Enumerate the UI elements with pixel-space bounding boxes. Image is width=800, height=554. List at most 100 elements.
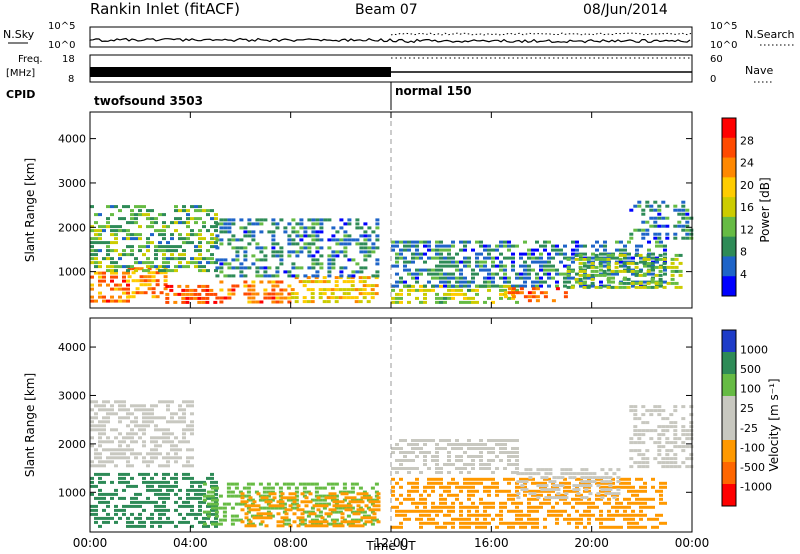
echo-cell <box>126 464 130 468</box>
echo-cell <box>250 502 255 506</box>
echo-cell <box>598 273 603 277</box>
echo-cell <box>262 498 267 502</box>
echo-cell <box>467 497 471 501</box>
echo-cell <box>524 480 529 484</box>
echo-cell <box>142 456 146 460</box>
echo-cell <box>94 464 98 468</box>
echo-cell <box>280 516 285 520</box>
echo-cell <box>615 240 619 244</box>
echo-cell <box>419 451 423 454</box>
echo-cell <box>182 472 186 476</box>
echo-cell <box>423 485 427 489</box>
echo-cell <box>657 212 662 216</box>
echo-cell <box>515 467 519 470</box>
echo-cell <box>182 237 186 241</box>
echo-cell <box>543 268 547 272</box>
echo-cell <box>612 492 617 496</box>
echo-cell <box>431 509 435 513</box>
echo-cell <box>209 288 214 292</box>
echo-cell <box>552 496 557 500</box>
echo-cell <box>98 408 102 412</box>
echo-cell <box>138 492 142 496</box>
echo-cell <box>415 248 419 252</box>
echo-cell <box>543 248 547 252</box>
echo-cell <box>634 261 639 265</box>
echo-cell <box>455 260 459 264</box>
echo-cell <box>346 292 351 296</box>
echo-cell <box>539 489 543 493</box>
echo-cell <box>350 296 355 300</box>
echo-cell <box>126 456 130 460</box>
echo-cell <box>571 517 575 521</box>
echo-cell <box>178 261 182 265</box>
echo-cell <box>523 489 527 493</box>
echo-cell <box>459 489 463 493</box>
colorbar-segment <box>722 462 736 485</box>
echo-cell <box>595 481 599 485</box>
echo-cell <box>343 230 348 234</box>
echo-cell <box>122 452 126 456</box>
echo-cell <box>548 488 553 492</box>
echo-cell <box>263 246 268 250</box>
echo-cell <box>599 268 603 272</box>
echo-cell <box>206 514 211 518</box>
echo-cell <box>641 457 646 461</box>
echo-cell <box>475 525 479 529</box>
echo-cell <box>463 451 467 454</box>
echo-cell <box>126 287 130 291</box>
echo-cell <box>627 525 631 529</box>
echo-cell <box>519 485 523 489</box>
echo-cell <box>568 468 573 472</box>
echo-cell <box>202 498 207 502</box>
echo-cell <box>110 412 114 416</box>
echo-cell <box>295 242 300 246</box>
echo-cell <box>535 493 539 497</box>
echo-cell <box>633 461 638 465</box>
echo-cell <box>330 296 335 300</box>
echo-cell <box>166 408 170 412</box>
echo-cell <box>182 412 186 416</box>
echo-cell <box>134 237 138 241</box>
echo-cell <box>298 518 303 522</box>
echo-cell <box>299 246 304 250</box>
echo-cell <box>126 520 130 524</box>
echo-cell <box>110 205 114 209</box>
echo-cell <box>524 472 529 476</box>
echo-cell <box>267 292 272 296</box>
range-tick-label: 4000 <box>58 341 86 354</box>
echo-cell <box>142 424 146 428</box>
echo-cell <box>280 500 285 504</box>
echo-cell <box>335 250 340 254</box>
echo-cell <box>266 514 271 518</box>
echo-cell <box>165 300 170 304</box>
echo-cell <box>194 492 198 496</box>
echo-cell <box>455 447 459 450</box>
echo-cell <box>595 517 599 521</box>
range-tick-label: 3000 <box>58 389 86 402</box>
echo-cell <box>282 482 287 486</box>
echo-cell <box>599 244 603 248</box>
echo-cell <box>639 517 643 521</box>
echo-cell <box>351 274 356 278</box>
echo-cell <box>219 238 224 242</box>
echo-cell <box>459 292 463 296</box>
echo-cell <box>227 262 232 266</box>
echo-cell <box>170 257 174 261</box>
echo-cell <box>395 447 399 450</box>
echo-cell <box>580 472 585 476</box>
echo-cell <box>138 512 142 516</box>
echo-cell <box>673 236 678 240</box>
echo-cell <box>219 218 224 222</box>
echo-cell <box>588 472 593 476</box>
echo-cell <box>346 280 351 284</box>
echo-cell <box>146 500 150 504</box>
echo-cell <box>131 295 136 299</box>
echo-cell <box>214 512 218 516</box>
echo-cell <box>479 244 483 248</box>
echo-cell <box>547 513 551 517</box>
echo-cell <box>399 240 403 244</box>
echo-cell <box>355 270 360 274</box>
echo-cell <box>467 447 471 450</box>
echo-cell <box>663 244 667 248</box>
echo-cell <box>399 467 403 470</box>
